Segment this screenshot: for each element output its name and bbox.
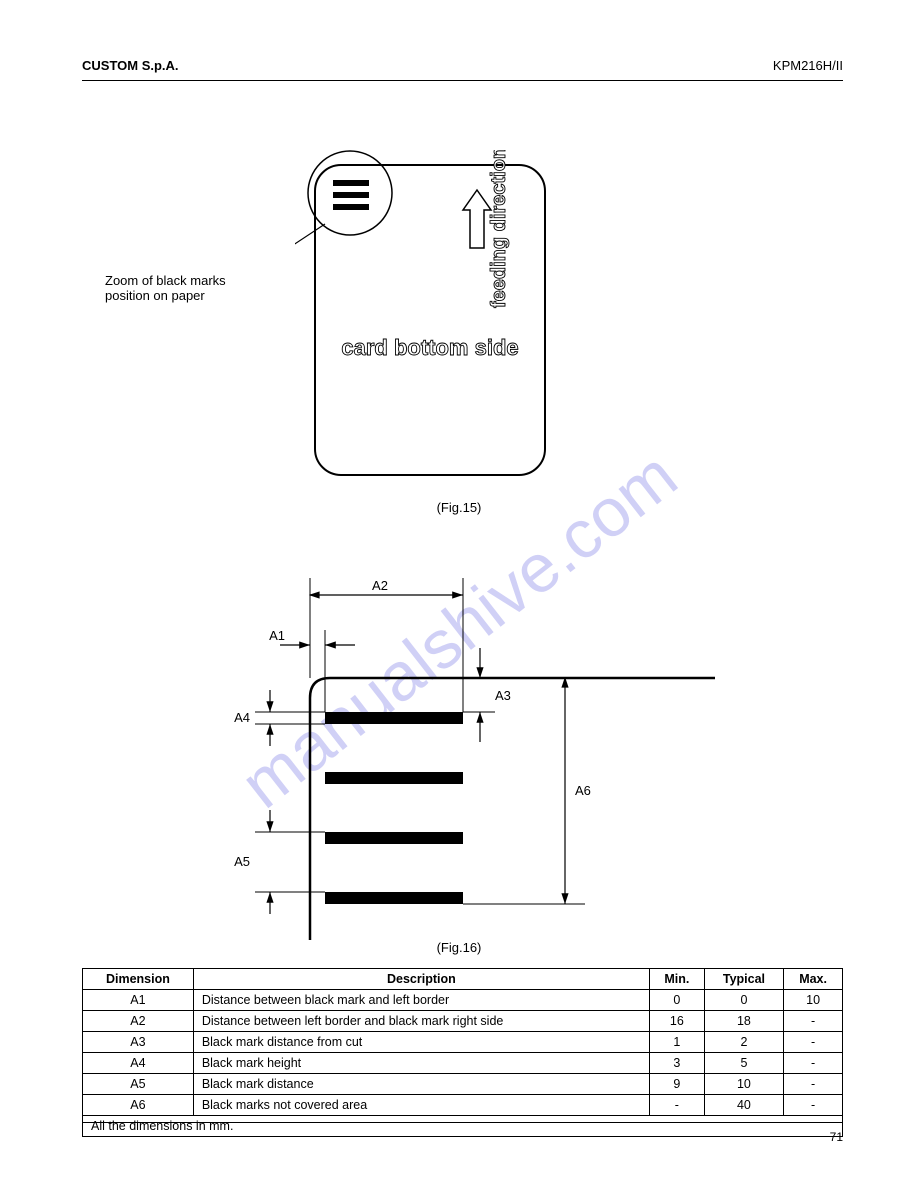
cell-dim: A4 [83,1053,194,1074]
header-model: KPM216H/II [773,58,843,73]
page-container: CUSTOM S.p.A. KPM216H/II manualshive.com… [0,0,918,1188]
cell-dim: A2 [83,1011,194,1032]
table-row: A6 Black marks not covered area - 40 - [83,1095,843,1116]
cell-typ: 2 [704,1032,783,1053]
col-typical: Typical [704,969,783,990]
cell-max: - [784,1011,843,1032]
dimensions-table-container: Dimension Description Min. Typical Max. … [82,968,843,1137]
table-row: A5 Black mark distance 9 10 - [83,1074,843,1095]
cell-desc: Black marks not covered area [193,1095,649,1116]
header-rule [82,80,843,81]
dim-a3: A3 [495,688,511,703]
cell-max: - [784,1053,843,1074]
col-description: Description [193,969,649,990]
cell-desc: Distance between black mark and left bor… [193,990,649,1011]
dim-a1: A1 [269,628,285,643]
cell-typ: 0 [704,990,783,1011]
table-header-row: Dimension Description Min. Typical Max. [83,969,843,990]
col-dimension: Dimension [83,969,194,990]
zoom-caption: Zoom of black marks position on paper [105,273,255,303]
cell-dim: A6 [83,1095,194,1116]
cell-typ: 5 [704,1053,783,1074]
figure16-caption: (Fig.16) [0,940,918,955]
cell-min: 9 [649,1074,704,1095]
col-min: Min. [649,969,704,990]
table-row: A2 Distance between left border and blac… [83,1011,843,1032]
cell-min: 1 [649,1032,704,1053]
cell-min: 0 [649,990,704,1011]
figure-card-blackmarks: feeding direction card bottom side [295,150,575,480]
cell-max: - [784,1095,843,1116]
table-row: A3 Black mark distance from cut 1 2 - [83,1032,843,1053]
cell-min: 3 [649,1053,704,1074]
table-row: A4 Black mark height 3 5 - [83,1053,843,1074]
cell-desc: Black mark distance from cut [193,1032,649,1053]
cell-desc: Distance between left border and black m… [193,1011,649,1032]
cell-typ: 10 [704,1074,783,1095]
dimensions-table: Dimension Description Min. Typical Max. … [82,968,843,1137]
dim-a2: A2 [372,578,388,593]
cell-typ: 18 [704,1011,783,1032]
cell-dim: A5 [83,1074,194,1095]
cell-desc: Black mark height [193,1053,649,1074]
cell-dim: A1 [83,990,194,1011]
cell-typ: 40 [704,1095,783,1116]
cell-max: - [784,1032,843,1053]
cell-max: 10 [784,990,843,1011]
cell-unit: All the dimensions in mm. [83,1116,843,1137]
dim-a6: A6 [575,783,591,798]
footer-rule [82,1122,843,1123]
table-row: A1 Distance between black mark and left … [83,990,843,1011]
figure15-caption: (Fig.15) [0,500,918,515]
cell-min: 16 [649,1011,704,1032]
dim-a5: A5 [234,854,250,869]
dim-a4: A4 [234,710,250,725]
cell-dim: A3 [83,1032,194,1053]
col-max: Max. [784,969,843,990]
header-company: CUSTOM S.p.A. [82,58,179,73]
card-bottom-label: card bottom side [341,335,518,360]
cell-min: - [649,1095,704,1116]
page-number: 71 [830,1130,843,1144]
figure-dimensions: A2 A1 A3 A4 A5 A6 [195,540,715,940]
feeding-direction-label: feeding direction [488,150,510,308]
cell-max: - [784,1074,843,1095]
cell-desc: Black mark distance [193,1074,649,1095]
table-unit-row: All the dimensions in mm. [83,1116,843,1137]
